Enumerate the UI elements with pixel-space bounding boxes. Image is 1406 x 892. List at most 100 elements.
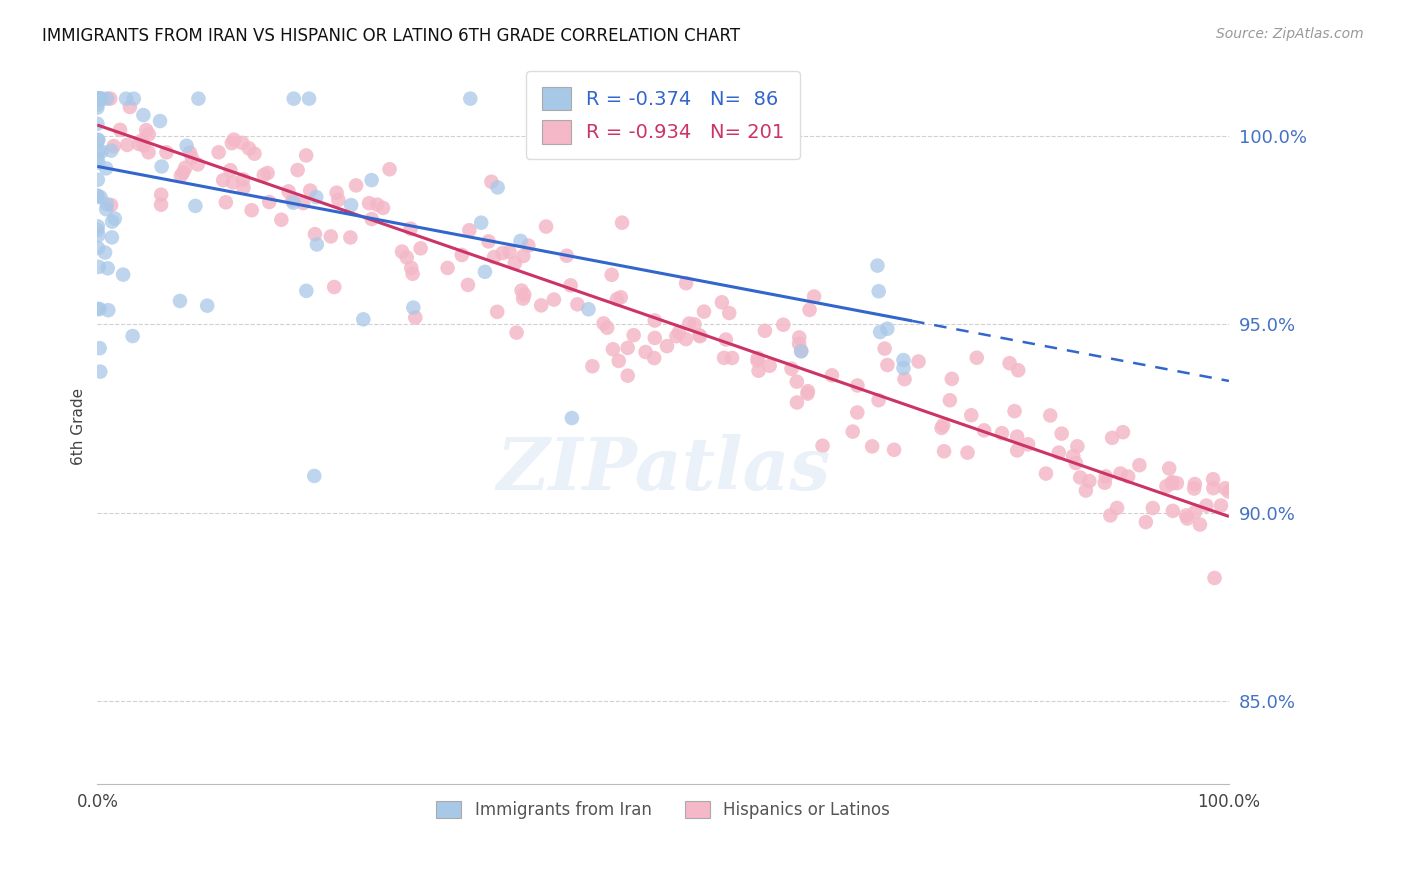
Point xyxy=(115,92,138,106)
Point xyxy=(790,344,813,359)
Point xyxy=(101,215,124,229)
Point xyxy=(477,235,499,249)
Point xyxy=(1166,476,1188,491)
Point xyxy=(399,221,422,235)
Point xyxy=(1204,571,1226,585)
Point xyxy=(1142,501,1164,516)
Point xyxy=(1175,511,1198,525)
Point xyxy=(866,259,889,273)
Point xyxy=(97,261,120,276)
Point xyxy=(243,146,266,161)
Point xyxy=(1101,431,1123,445)
Point xyxy=(298,92,321,106)
Point xyxy=(253,168,276,182)
Point xyxy=(790,343,813,358)
Point xyxy=(103,139,125,153)
Point xyxy=(1109,467,1132,481)
Point xyxy=(222,176,245,190)
Point xyxy=(87,219,110,234)
Point xyxy=(893,353,915,368)
Point xyxy=(688,328,710,343)
Point xyxy=(176,138,198,153)
Point xyxy=(100,198,122,212)
Point xyxy=(409,241,432,255)
Point xyxy=(561,411,583,425)
Point xyxy=(643,351,665,365)
Point xyxy=(240,203,263,218)
Point xyxy=(470,216,492,230)
Point xyxy=(530,298,553,312)
Point xyxy=(150,160,173,174)
Point xyxy=(868,285,890,299)
Point xyxy=(1184,505,1206,519)
Point xyxy=(592,317,614,331)
Point xyxy=(231,136,253,150)
Point xyxy=(675,332,697,346)
Point xyxy=(97,303,120,318)
Point xyxy=(1035,467,1057,481)
Point xyxy=(281,194,304,208)
Point xyxy=(256,166,278,180)
Point xyxy=(780,361,803,376)
Point xyxy=(799,302,821,317)
Point xyxy=(391,244,413,259)
Point xyxy=(482,250,505,264)
Point xyxy=(512,292,534,306)
Point xyxy=(1094,469,1116,483)
Point xyxy=(555,249,578,263)
Point xyxy=(90,92,112,106)
Point xyxy=(634,345,657,359)
Point xyxy=(486,180,509,194)
Point xyxy=(607,354,630,368)
Point xyxy=(754,324,776,338)
Point xyxy=(939,393,962,408)
Point xyxy=(883,442,905,457)
Point xyxy=(644,313,666,327)
Point xyxy=(222,133,245,147)
Point xyxy=(893,361,915,376)
Point xyxy=(115,137,138,152)
Point xyxy=(1161,504,1184,518)
Point xyxy=(87,92,110,106)
Point xyxy=(457,277,479,292)
Point xyxy=(458,92,481,106)
Point xyxy=(786,395,808,409)
Point xyxy=(187,157,209,171)
Point xyxy=(87,155,110,169)
Point xyxy=(869,325,891,339)
Point xyxy=(401,267,423,281)
Point xyxy=(956,445,979,459)
Point xyxy=(1128,458,1150,473)
Point xyxy=(592,124,614,138)
Point xyxy=(846,405,869,419)
Point xyxy=(96,92,118,106)
Point xyxy=(299,184,322,198)
Point xyxy=(149,114,172,128)
Point xyxy=(436,260,458,275)
Point xyxy=(966,351,988,365)
Point xyxy=(1218,484,1240,499)
Point xyxy=(609,290,631,304)
Point xyxy=(503,256,526,270)
Point xyxy=(606,292,628,306)
Point xyxy=(803,289,825,303)
Point xyxy=(180,151,202,165)
Point xyxy=(277,184,299,198)
Point xyxy=(352,312,374,326)
Point xyxy=(1116,469,1139,483)
Point xyxy=(616,368,638,383)
Point xyxy=(128,136,150,151)
Point xyxy=(678,317,700,331)
Point xyxy=(170,169,193,183)
Point xyxy=(841,425,863,439)
Point xyxy=(860,439,883,453)
Point xyxy=(207,145,229,160)
Point xyxy=(748,364,770,378)
Point xyxy=(195,299,218,313)
Y-axis label: 6th Grade: 6th Grade xyxy=(72,387,86,465)
Point xyxy=(876,322,898,336)
Point xyxy=(86,92,108,106)
Point xyxy=(873,342,896,356)
Point xyxy=(868,393,890,408)
Point xyxy=(786,375,808,389)
